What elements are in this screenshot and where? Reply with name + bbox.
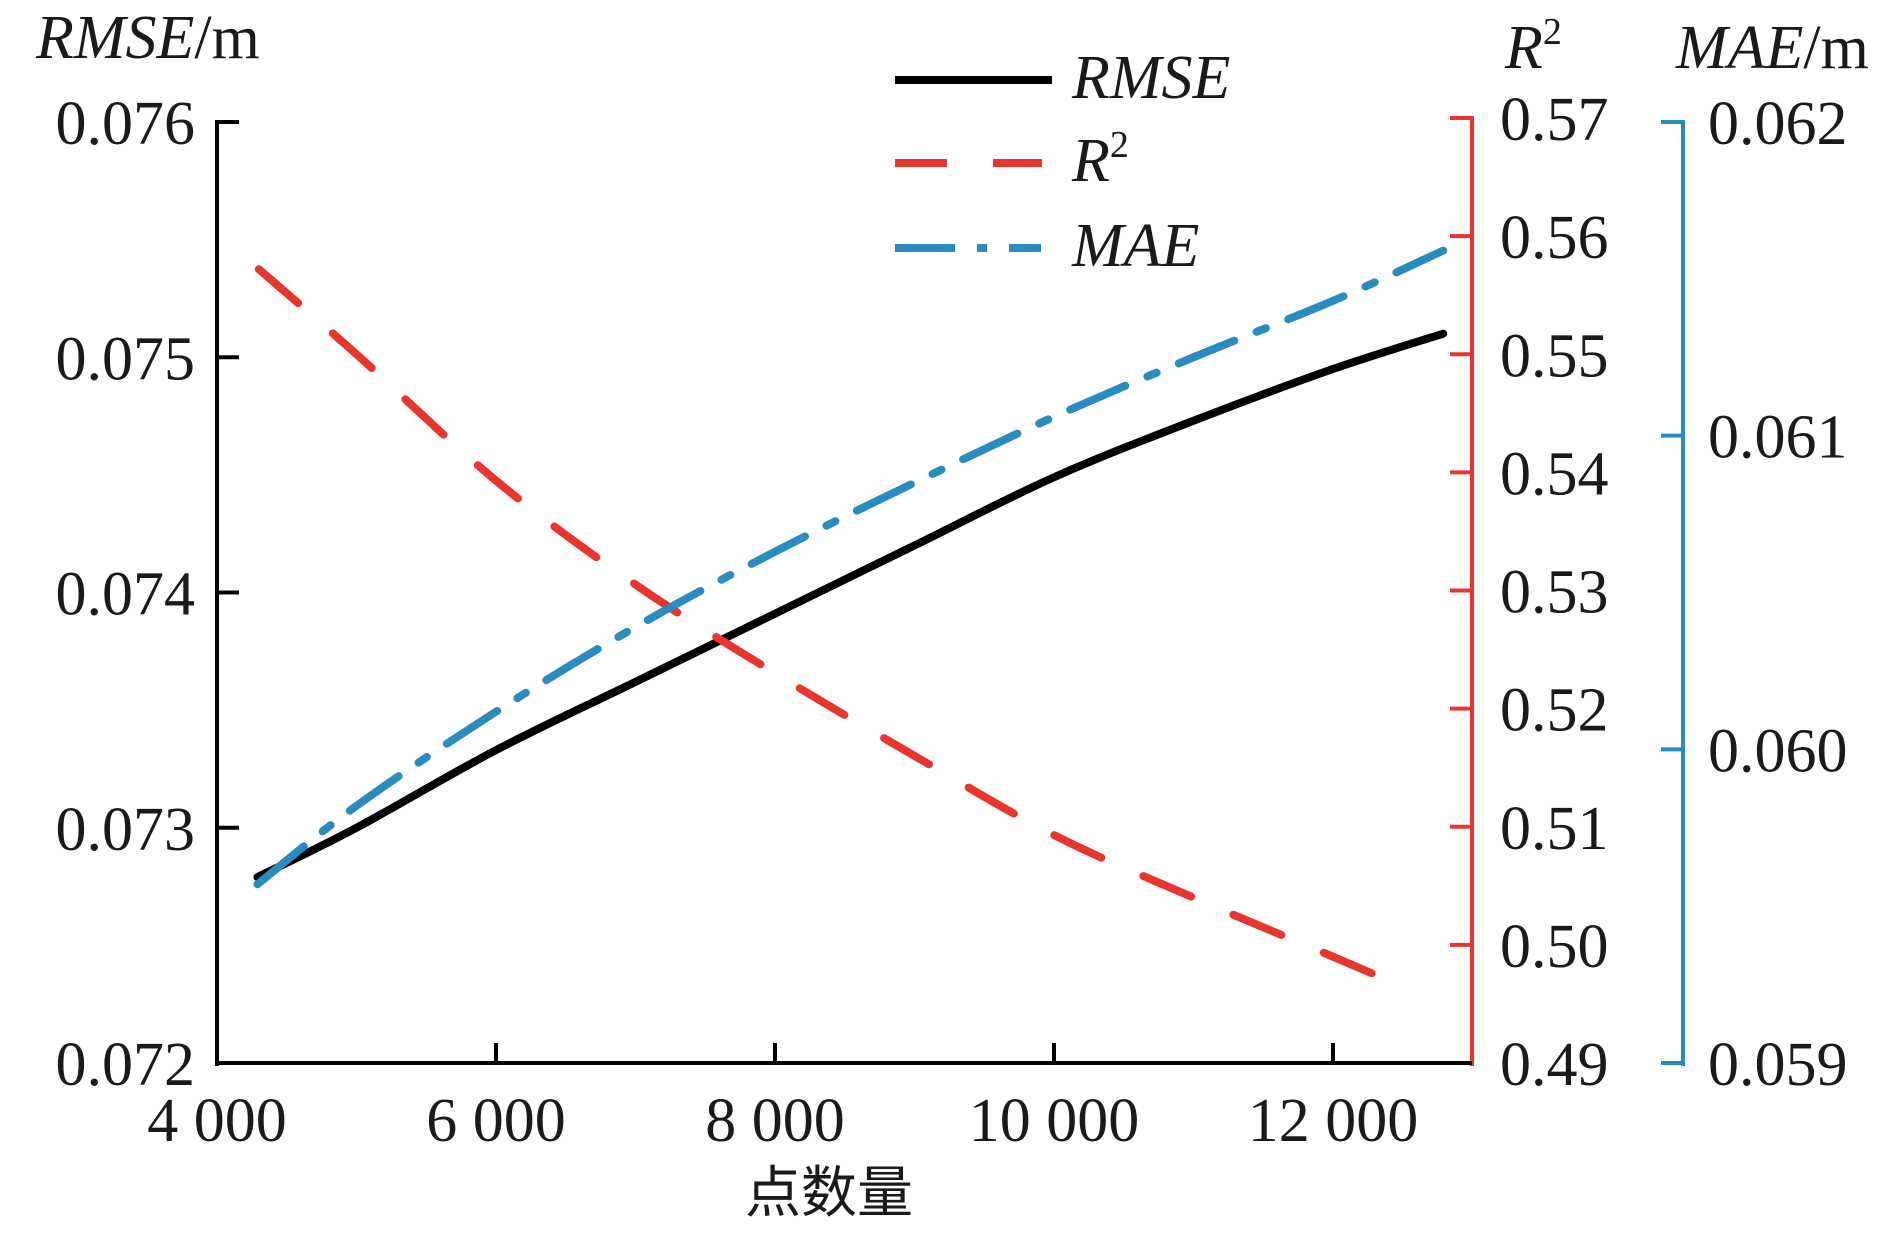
x-tick-label: 12 000 xyxy=(1248,1087,1419,1155)
x-tick-label: 6 000 xyxy=(426,1087,566,1155)
x-tick-label: 8 000 xyxy=(705,1087,845,1155)
x-tick-label: 10 000 xyxy=(969,1087,1140,1155)
rmse-tick-label: 0.076 xyxy=(56,90,196,158)
left-axis-title-main: RMSE xyxy=(35,4,194,72)
mae-tick-label: 0.059 xyxy=(1708,1031,1848,1099)
r2-axis-title-main: R xyxy=(1504,14,1543,82)
legend: RMSE R2 MAE xyxy=(895,44,1230,280)
rmse-tick-label: 0.073 xyxy=(56,796,196,864)
r2-tick-label: 0.50 xyxy=(1500,913,1609,981)
series-rmse-line xyxy=(253,329,1448,882)
r2-axis-title: R2 xyxy=(1504,11,1562,82)
x-tick-label: 4 000 xyxy=(147,1087,287,1155)
r2-tick-label: 0.53 xyxy=(1500,559,1609,627)
mae-tick-label: 0.060 xyxy=(1708,717,1848,785)
legend-label-r2: R2 xyxy=(1071,124,1129,195)
rmse-tick-label: 0.075 xyxy=(56,325,196,393)
rmse-tick-label: 0.072 xyxy=(56,1031,196,1099)
left-axis-title-unit: /m xyxy=(194,4,259,72)
r2-tick-label: 0.52 xyxy=(1500,677,1609,745)
r2-axis-title-sup: 2 xyxy=(1543,11,1562,53)
mae-tick-label: 0.061 xyxy=(1708,404,1848,472)
axes-layer: 0.072 0.073 0.074 0.075 0.076 0.49 0.50 0.51 0.5… xyxy=(56,86,1848,1155)
r2-tick-label: 0.54 xyxy=(1500,440,1609,508)
r2-tick-label: 0.51 xyxy=(1500,795,1609,863)
mae-axis-title: MAE/m xyxy=(1675,14,1869,82)
legend-label-mae: MAE xyxy=(1071,212,1199,280)
mae-tick-label: 0.062 xyxy=(1708,90,1848,158)
series-r2-line xyxy=(254,265,1414,994)
series-mae-line xyxy=(253,246,1448,889)
x-axis-title: 点数量 xyxy=(745,1161,913,1226)
legend-label-rmse: RMSE xyxy=(1071,44,1230,112)
series-layer xyxy=(253,246,1448,994)
mae-axis-title-unit: /m xyxy=(1803,14,1868,82)
r2-tick-label: 0.49 xyxy=(1500,1031,1609,1099)
mae-axis-title-main: MAE xyxy=(1675,14,1803,82)
legend-label-r2-main: R xyxy=(1071,127,1110,195)
rmse-tick-label: 0.074 xyxy=(56,561,196,629)
r2-tick-label: 0.57 xyxy=(1500,86,1609,154)
r2-tick-label: 0.55 xyxy=(1500,322,1609,390)
legend-label-r2-sup: 2 xyxy=(1110,124,1129,166)
r2-tick-label: 0.56 xyxy=(1500,204,1609,272)
left-axis-title: RMSE/m xyxy=(35,4,260,72)
